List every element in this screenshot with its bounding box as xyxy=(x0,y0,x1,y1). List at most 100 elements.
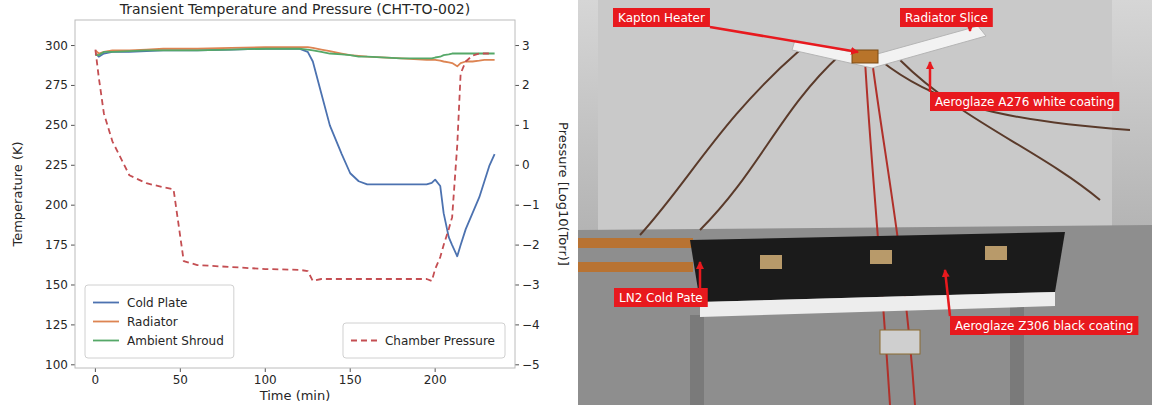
y-axis-title: Temperature (K) xyxy=(10,141,25,247)
wire xyxy=(880,60,1130,130)
y-tick-label: 200 xyxy=(45,198,68,212)
y2-tick-label: 1 xyxy=(522,118,530,132)
wire xyxy=(900,60,1100,200)
connector xyxy=(880,330,920,354)
y-tick xyxy=(71,324,75,325)
legend-swatch xyxy=(93,321,119,323)
series-line xyxy=(95,49,494,59)
annotation-arrow xyxy=(969,27,972,31)
y2-tick-label: −3 xyxy=(522,278,540,292)
y-tick xyxy=(71,125,75,126)
legend-label: Cold Plate xyxy=(127,296,188,310)
annotation-box xyxy=(614,288,708,307)
y2-axis-title: Pressure [Log10(Torr)] xyxy=(556,122,571,266)
annotation-arrow xyxy=(929,62,932,92)
photo-annotation: Aeroglaze A276 white coating xyxy=(930,92,1119,111)
x-tick xyxy=(265,368,266,372)
series-line xyxy=(95,49,494,257)
x-tick xyxy=(95,368,96,372)
y-tick-label: 225 xyxy=(45,158,68,172)
y-tick-label: 250 xyxy=(45,118,68,132)
y-tick xyxy=(71,364,75,365)
y2-tick-label: −2 xyxy=(522,238,540,252)
y2-tick-label: 3 xyxy=(522,39,530,53)
chamber-back-wall xyxy=(598,0,1112,230)
y2-tick xyxy=(515,324,519,325)
plot-background xyxy=(75,20,515,368)
y2-tick xyxy=(515,205,519,206)
y-tick xyxy=(71,205,75,206)
y-tick-label: 150 xyxy=(45,278,68,292)
cold-plate xyxy=(690,232,1065,302)
y2-tick xyxy=(515,245,519,246)
legend-swatch xyxy=(93,302,119,304)
y2-tick-label: −1 xyxy=(522,198,540,212)
y2-tick xyxy=(515,364,519,365)
annotation-box xyxy=(950,316,1138,335)
annotation-label: LN2 Cold Pate xyxy=(619,291,703,305)
y2-tick xyxy=(515,284,519,285)
x-tick-label: 0 xyxy=(92,373,100,387)
x-tick-label: 50 xyxy=(173,373,188,387)
y-tick-label: 125 xyxy=(45,318,68,332)
figure: Transient Temperature and Pressure (CHT-… xyxy=(0,0,1152,405)
y2-tick-label: 0 xyxy=(522,158,530,172)
y2-tick xyxy=(515,45,519,46)
chart-title: Transient Temperature and Pressure (CHT-… xyxy=(119,1,470,17)
thermocouple-tape xyxy=(985,246,1007,260)
series-line xyxy=(95,50,489,281)
y2-tick-label: −4 xyxy=(522,318,540,332)
annotation-label: Radiator Slice xyxy=(905,11,988,25)
y2-tick-label: −5 xyxy=(522,358,540,372)
chamber-floor xyxy=(578,225,1152,405)
thermocouple-tape xyxy=(870,250,892,264)
annotation-box xyxy=(930,92,1119,111)
series-line xyxy=(95,47,494,66)
annotation-arrow xyxy=(945,270,950,316)
x-tick xyxy=(435,368,436,372)
legend-box xyxy=(343,323,505,358)
photo-annotation: LN2 Cold Pate xyxy=(614,288,708,307)
y-tick-label: 300 xyxy=(45,39,68,53)
plot-lines xyxy=(95,47,494,281)
y-tick xyxy=(71,85,75,86)
y2-tick xyxy=(515,125,519,126)
legend: Cold Plate Radiator Ambient Shroud xyxy=(85,285,234,358)
copper-pipe xyxy=(578,262,693,272)
annotation-label: Aeroglaze Z306 black coating xyxy=(955,319,1133,333)
copper-pipe xyxy=(578,238,693,248)
y-tick xyxy=(71,245,75,246)
x-axis-title: Time (min) xyxy=(259,388,331,403)
annotation-label: Kapton Heater xyxy=(618,11,705,25)
photo: Kapton Heater Radiator Slice Aeroglaze A27… xyxy=(578,0,1152,405)
x-tick-label: 100 xyxy=(254,373,277,387)
annotation-arrow xyxy=(710,27,858,52)
x-tick xyxy=(350,368,351,372)
photo-annotation: Kapton Heater xyxy=(613,8,710,27)
rail xyxy=(690,315,704,405)
legend-label: Ambient Shroud xyxy=(127,334,224,348)
y-tick-label: 275 xyxy=(45,78,68,92)
chamber-wall xyxy=(578,0,1152,405)
legend: Chamber Pressure xyxy=(343,323,505,358)
annotation-arrow xyxy=(699,262,702,288)
y2-tick-label: 2 xyxy=(522,78,530,92)
legend-label: Chamber Pressure xyxy=(385,334,495,348)
annotation-box xyxy=(900,8,993,27)
x-tick xyxy=(180,368,181,372)
annotation-label: Aeroglaze A276 white coating xyxy=(935,95,1114,109)
y-tick xyxy=(71,284,75,285)
wire xyxy=(700,55,840,230)
legend-label: Radiator xyxy=(127,315,178,329)
y-tick-label: 100 xyxy=(45,358,68,372)
y-tick-label: 175 xyxy=(45,238,68,252)
x-tick-label: 150 xyxy=(339,373,362,387)
thermocouple-tape xyxy=(760,255,782,269)
legend-swatch xyxy=(93,340,119,342)
x-tick-label: 200 xyxy=(424,373,447,387)
legend-box xyxy=(85,285,234,358)
y-tick xyxy=(71,45,75,46)
y2-tick xyxy=(515,165,519,166)
y2-tick xyxy=(515,85,519,86)
plot-frame xyxy=(75,20,515,368)
